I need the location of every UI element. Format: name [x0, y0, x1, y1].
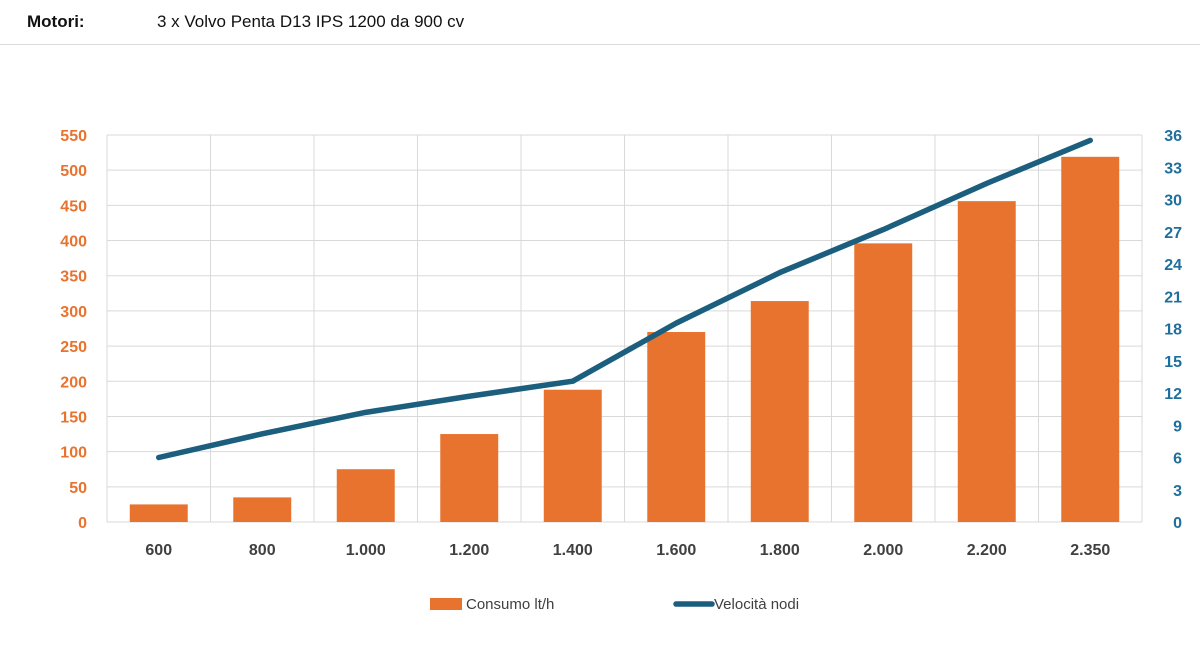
right-tick-label: 33	[1164, 160, 1182, 177]
left-axis: 0 50 100 150 200 250 300 350 400 450 500 550	[60, 128, 87, 532]
left-tick-label: 350	[60, 269, 87, 286]
x-tick-label: 1.600	[656, 542, 696, 559]
bar-1.000	[336, 469, 395, 522]
x-tick-label: 1.400	[553, 542, 593, 559]
engines-label: Motori:	[27, 12, 85, 31]
right-tick-label: 24	[1164, 257, 1182, 274]
left-tick-label: 50	[69, 480, 87, 497]
left-tick-label: 550	[60, 128, 87, 145]
legend-swatch-consumo	[430, 598, 462, 610]
left-tick-label: 0	[78, 515, 87, 532]
x-tick-label: 600	[145, 542, 172, 559]
left-tick-label: 450	[60, 198, 87, 215]
x-tick-label: 2.000	[863, 542, 903, 559]
right-tick-label: 30	[1164, 193, 1182, 210]
bar-1.600	[647, 332, 706, 522]
x-tick-label: 1.800	[760, 542, 800, 559]
bar-1.800	[750, 301, 809, 522]
bar-series	[129, 156, 1120, 523]
legend-label-consumo: Consumo lt/h	[466, 596, 554, 613]
left-tick-label: 100	[60, 445, 87, 462]
x-tick-label: 800	[249, 542, 276, 559]
left-tick-label: 150	[60, 409, 87, 426]
bar-600	[129, 504, 188, 522]
line-velocita	[156, 137, 1093, 461]
right-tick-label: 18	[1164, 322, 1182, 339]
engines-value: 3 x Volvo Penta D13 IPS 1200 da 900 cv	[157, 12, 465, 31]
right-tick-label: 21	[1164, 289, 1182, 306]
header-bar: Motori: 3 x Volvo Penta D13 IPS 1200 da …	[0, 0, 1200, 45]
right-tick-label: 9	[1173, 418, 1182, 435]
left-tick-label: 400	[60, 234, 87, 251]
line-series	[156, 137, 1093, 461]
left-tick-label: 250	[60, 339, 87, 356]
x-tick-label: 2.200	[967, 542, 1007, 559]
legend-label-velocita: Velocità nodi	[714, 596, 799, 613]
x-axis: 600 800 1.000 1.200 1.400 1.600 1.800 2.000 2.20…	[145, 542, 1110, 559]
right-tick-label: 27	[1164, 225, 1182, 242]
x-tick-label: 2.350	[1070, 542, 1110, 559]
bar-2.200	[957, 201, 1016, 522]
right-tick-label: 36	[1164, 128, 1182, 145]
right-tick-label: 12	[1164, 386, 1182, 403]
right-tick-label: 6	[1173, 451, 1182, 468]
bar-800	[233, 497, 292, 522]
x-tick-label: 1.200	[449, 542, 489, 559]
left-tick-label: 500	[60, 163, 87, 180]
left-tick-label: 300	[60, 304, 87, 321]
right-tick-label: 15	[1164, 354, 1182, 371]
legend: Consumo lt/h Velocità nodi	[430, 596, 799, 613]
right-tick-label: 0	[1173, 515, 1182, 532]
x-tick-label: 1.000	[346, 542, 386, 559]
bar-2.350	[1061, 156, 1120, 522]
bar-1.200	[440, 434, 499, 522]
left-tick-label: 200	[60, 374, 87, 391]
bar-2.000	[854, 243, 913, 523]
right-tick-label: 3	[1173, 483, 1182, 500]
bar-1.400	[543, 389, 602, 522]
